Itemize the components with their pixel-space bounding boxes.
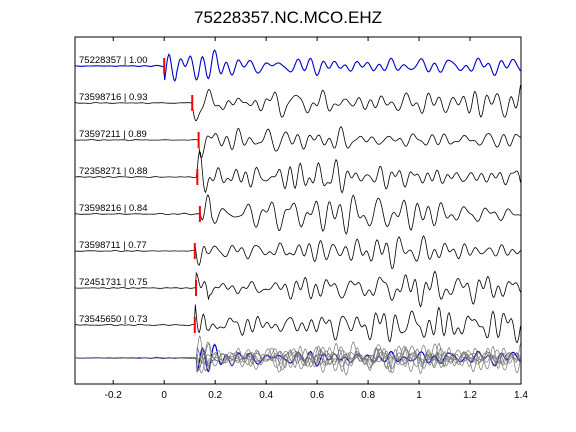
overlay-line-7 bbox=[75, 342, 521, 374]
trace-line-1 bbox=[74, 85, 521, 122]
trace-line-5 bbox=[74, 235, 521, 270]
plot-frame bbox=[74, 36, 522, 385]
trace-line-2 bbox=[75, 125, 521, 159]
x-tick-label-4: 0.6 bbox=[310, 390, 324, 401]
x-tick-label-5: 0.8 bbox=[361, 390, 375, 401]
traces-group: 75228357 | 1.00 73598716 | 0.93 73597211 |… bbox=[74, 49, 521, 343]
trace-line-6 bbox=[75, 270, 521, 308]
trace-line-3 bbox=[74, 149, 521, 194]
trace-label-7: 73545650 | 0.73 bbox=[79, 314, 148, 325]
trace-label-6: 72451731 | 0.75 bbox=[79, 277, 148, 288]
trace-label-1: 73598716 | 0.93 bbox=[79, 92, 148, 103]
trace-line-4 bbox=[74, 194, 521, 235]
x-tick-label-7: 1.2 bbox=[463, 390, 477, 401]
x-tick-label-2: 0.2 bbox=[208, 390, 222, 401]
x-tick-label-0: -0.2 bbox=[105, 390, 123, 401]
chart-title: 75228357.NC.MCO.EHZ bbox=[193, 8, 383, 27]
trace-label-2: 73597211 | 0.89 bbox=[79, 129, 147, 140]
trace-line-0 bbox=[74, 49, 521, 82]
trace-label-0: 75228357 | 1.00 bbox=[79, 55, 148, 66]
x-axis-ticks: -0.2 0 0.2 0.4 0.6 0.8 1 1.2 1.4 bbox=[105, 37, 528, 401]
x-tick-label-1: 0 bbox=[161, 390, 167, 401]
stack-overlay-group bbox=[74, 335, 521, 376]
x-tick-label-6: 1 bbox=[416, 390, 422, 401]
trace-line-7 bbox=[75, 304, 521, 343]
x-tick-label-8: 1.4 bbox=[514, 390, 528, 401]
x-tick-label-3: 0.4 bbox=[259, 390, 273, 401]
trace-label-4: 73598216 | 0.84 bbox=[79, 203, 148, 214]
trace-label-3: 72358271 | 0.88 bbox=[79, 166, 148, 177]
trace-label-5: 73598711 | 0.77 bbox=[79, 240, 147, 251]
